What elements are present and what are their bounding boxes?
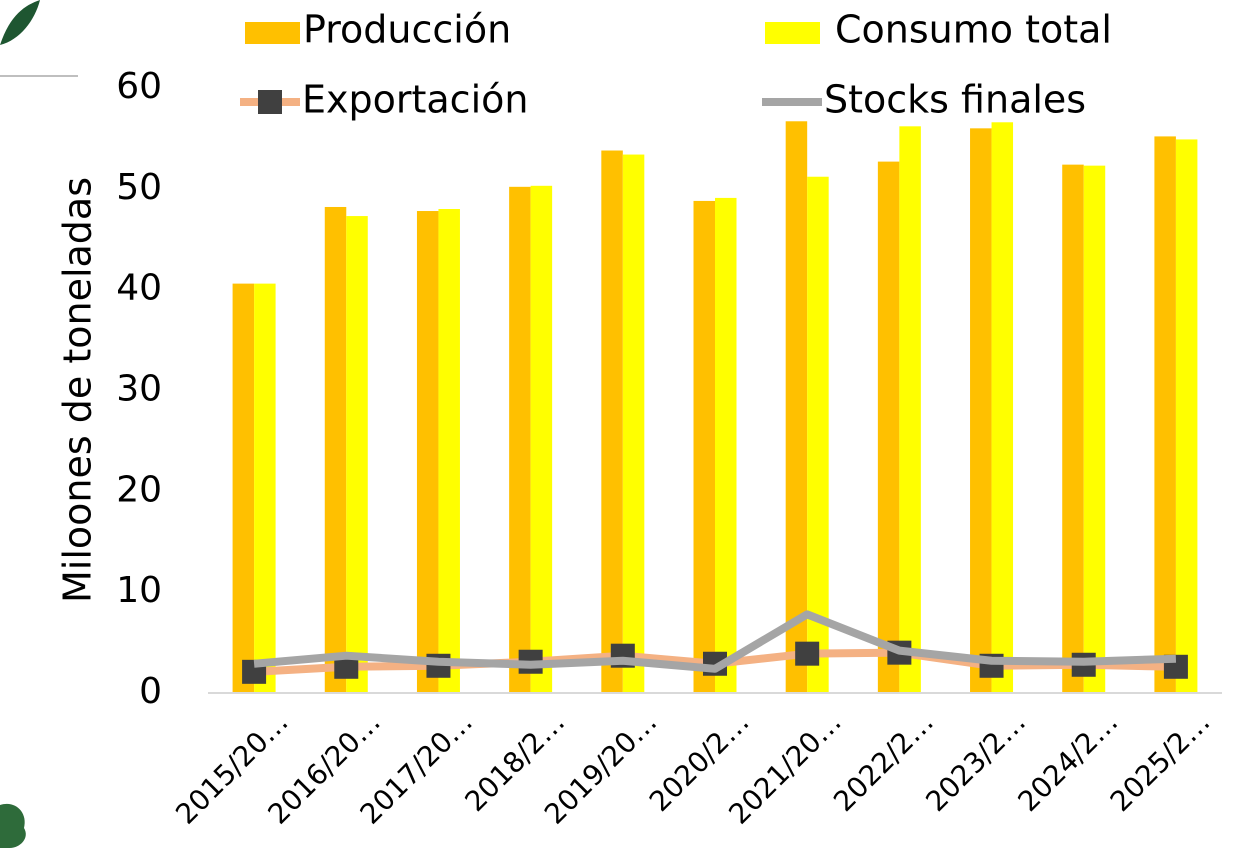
- bar: [254, 283, 276, 693]
- y-tick-label: 10: [116, 570, 162, 611]
- bar: [232, 283, 255, 693]
- bar: [970, 128, 992, 694]
- bar: [715, 197, 737, 694]
- legend-swatch: [765, 22, 820, 44]
- y-tick-label: 60: [116, 66, 162, 107]
- x-tick-label: 2024/2…: [1012, 705, 1125, 818]
- leaf-decoration: [0, 803, 26, 848]
- bar: [416, 211, 439, 693]
- bar: [877, 161, 900, 693]
- bar: [991, 122, 1014, 694]
- y-tick-label: 30: [116, 369, 162, 410]
- legend-marker: [258, 90, 282, 114]
- x-tick-label: 2022/2…: [827, 705, 940, 818]
- y-tick-label: 50: [116, 167, 162, 208]
- y-tick-label: 40: [116, 268, 162, 309]
- bar: [693, 200, 715, 693]
- bar: [438, 209, 460, 693]
- y-tick-label: 0: [139, 671, 162, 712]
- legend-label: Stocks finales: [824, 78, 1086, 122]
- bar: [346, 216, 368, 693]
- legend-label: Exportación: [302, 78, 528, 122]
- y-axis-title: Miloones de toneladas: [56, 177, 100, 603]
- bar: [807, 176, 829, 693]
- bar: [601, 150, 623, 693]
- legend-label: Consumo total: [835, 8, 1112, 52]
- bar: [899, 126, 921, 694]
- bar: [324, 206, 347, 693]
- bar: [622, 154, 645, 694]
- bar: [1175, 139, 1198, 694]
- y-tick-label: 20: [116, 469, 162, 510]
- marker: [795, 641, 820, 666]
- bar: [1154, 136, 1176, 693]
- line-series: [253, 610, 1177, 673]
- leaf-decoration: [0, 0, 40, 45]
- bar: [530, 185, 553, 693]
- bar: [1062, 164, 1084, 694]
- bar: [1083, 165, 1106, 693]
- bar: [785, 121, 808, 693]
- x-tick-label: 2023/2…: [919, 705, 1032, 818]
- x-tick-label: 2025/2…: [1104, 705, 1217, 818]
- legend-swatch: [245, 22, 300, 44]
- bar: [509, 186, 531, 694]
- legend-label: Producción: [303, 8, 511, 52]
